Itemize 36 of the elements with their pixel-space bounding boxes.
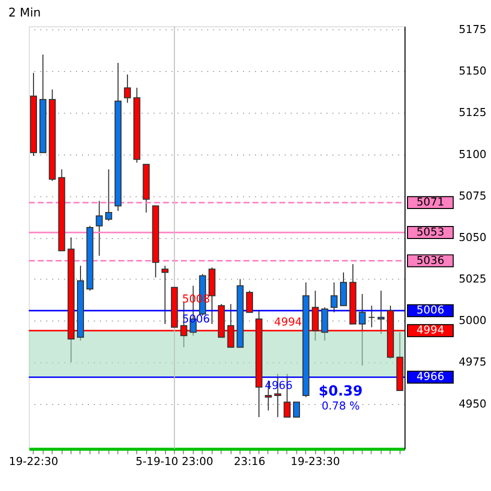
- candlestick: [378, 290, 385, 334]
- candlestick: [368, 305, 376, 328]
- candlestick: [293, 402, 300, 418]
- y-tick-label: 5150: [458, 64, 487, 78]
- x-tick-label: 19-22:30: [8, 455, 58, 468]
- y-tick-label: 5025: [458, 272, 486, 286]
- candlestick: [162, 265, 168, 324]
- y-tick-label: 5050: [458, 230, 487, 244]
- ref-line-label: 5036: [416, 254, 444, 267]
- candlestick: [321, 306, 328, 342]
- ref-line-label: 5006: [416, 304, 444, 317]
- annotation: $0.39: [318, 384, 363, 400]
- y-tick-label: 5100: [458, 148, 487, 161]
- ref-line-label: 4994: [416, 324, 444, 337]
- annotation: 0.78 %: [322, 399, 360, 412]
- y-tick-label: 5175: [458, 23, 486, 36]
- candlestick: [340, 272, 347, 306]
- ref-line-label: 5071: [416, 196, 444, 209]
- candlestick: [246, 290, 254, 313]
- candlestick: [330, 282, 338, 313]
- ref-line-label: 5053: [416, 225, 444, 238]
- y-tick-label: 5125: [458, 106, 486, 120]
- y-tick-label: 4975: [458, 356, 486, 369]
- y-tick-label: 5000: [458, 314, 487, 328]
- candlestick: [358, 294, 366, 366]
- y-tick-label: 4950: [458, 397, 487, 410]
- x-tick-label: 5-19-10 23:00: [136, 455, 214, 468]
- candlestick: [96, 200, 103, 256]
- candlestick: [124, 74, 131, 104]
- x-tick-label: 23:16: [234, 455, 266, 468]
- chart-title: 2 Min: [8, 6, 41, 20]
- candlestick: [105, 168, 112, 222]
- ref-line-label: 4966: [416, 370, 444, 384]
- annotation: 4994: [274, 316, 302, 329]
- y-tick-label: 5075: [458, 189, 486, 202]
- x-tick-label: 19-23:30: [290, 455, 340, 468]
